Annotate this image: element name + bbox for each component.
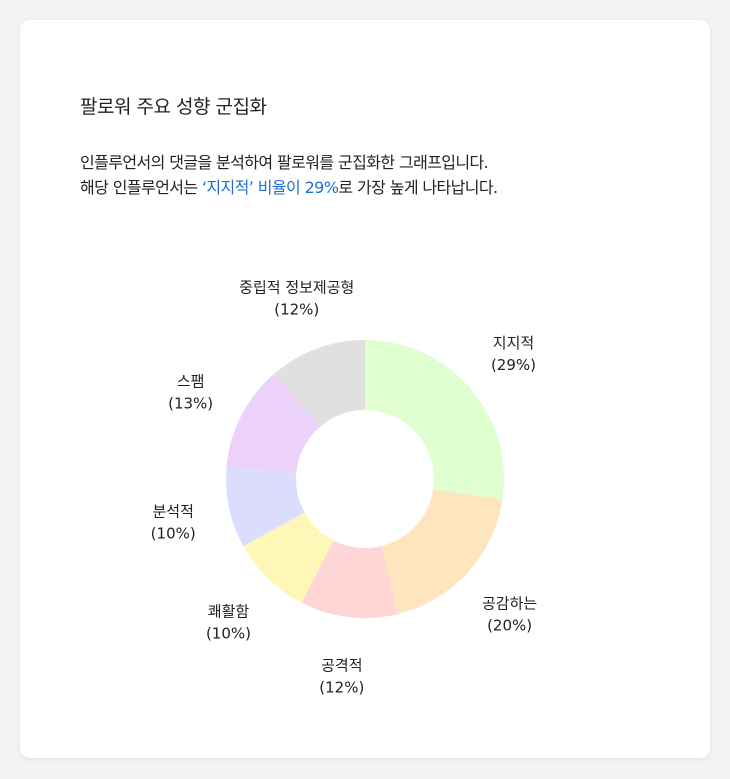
donut-slices <box>225 340 504 618</box>
chart-card: 팔로워 주요 성향 군집화 인플루언서의 댓글을 분석하여 팔로워를 군집화한 … <box>20 20 710 758</box>
slice-label-6: 중립적 정보제공형 <box>239 278 354 296</box>
card-description: 인플루언서의 댓글을 분석하여 팔로워를 군집화한 그래프입니다. 해당 인플루… <box>80 150 680 200</box>
slice-6[interactable] <box>274 340 365 427</box>
slice-value-label-4: (10%) <box>151 524 196 542</box>
slice-value-label-0: (29%) <box>491 356 536 374</box>
slice-5[interactable] <box>226 373 320 473</box>
slice-0[interactable] <box>365 340 504 500</box>
description-line-1: 인플루언서의 댓글을 분석하여 팔로워를 군집화한 그래프입니다. <box>80 153 489 172</box>
slice-4[interactable] <box>225 466 305 547</box>
card-title: 팔로워 주요 성향 군집화 <box>80 96 267 118</box>
description-line-2-suffix: 로 가장 높게 나타납니다. <box>338 178 498 197</box>
slice-label-3: 쾌활함 <box>208 603 250 621</box>
slice-value-label-3: (10%) <box>206 625 251 643</box>
slice-label-1: 공감하는 <box>482 594 537 612</box>
description-highlight: ‘지지적’ 비율이 29% <box>201 178 339 197</box>
description-line-2: 해당 인플루언서는 ‘지지적’ 비율이 29%로 가장 높게 나타납니다. <box>80 175 680 200</box>
slice-label-2: 공격적 <box>321 657 362 675</box>
description-line-2-prefix: 해당 인플루언서는 <box>80 178 202 197</box>
slice-label-5: 스팸 <box>177 373 205 391</box>
slice-value-label-6: (12%) <box>274 300 319 318</box>
slice-value-label-2: (12%) <box>319 679 364 697</box>
slice-2[interactable] <box>301 540 398 618</box>
slice-label-4: 분석적 <box>152 502 193 520</box>
slice-value-label-5: (13%) <box>168 395 213 413</box>
slice-1[interactable] <box>381 489 503 615</box>
slice-label-0: 지지적 <box>493 334 534 352</box>
slice-3[interactable] <box>243 512 334 603</box>
slice-value-label-1: (20%) <box>487 616 532 634</box>
donut-labels: 지지적 (29%) 공감하는 (20%) 공격적 (12%) 쾌활함 (10%) 분석적 (10%… <box>151 278 538 696</box>
